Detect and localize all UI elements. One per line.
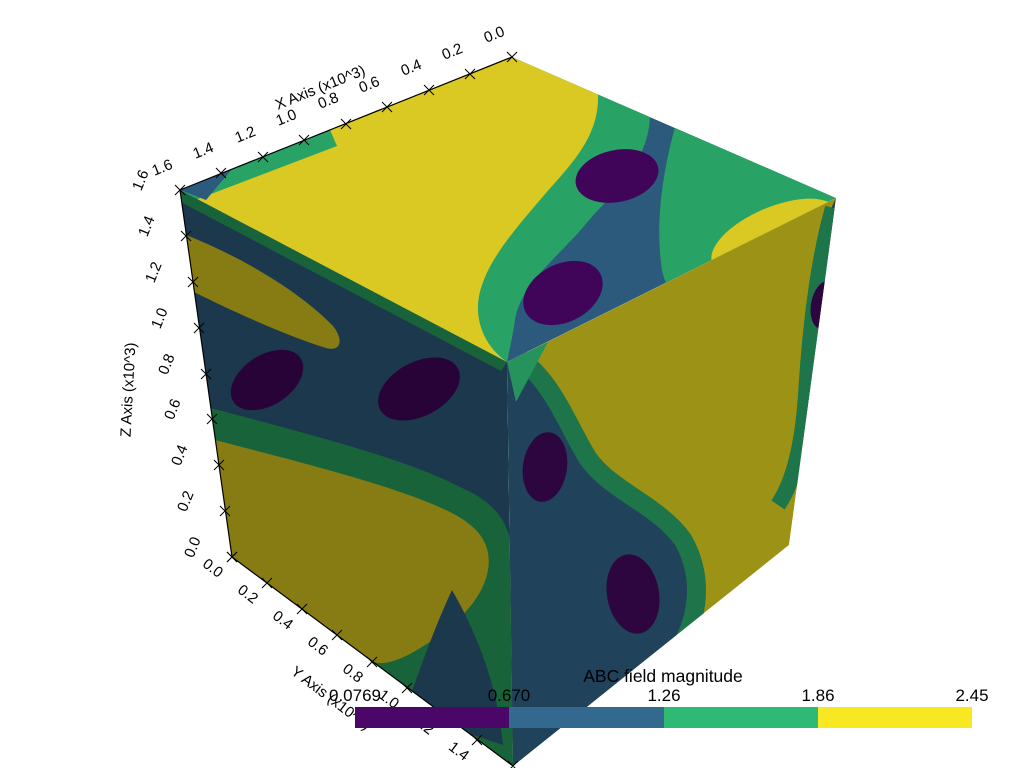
- colorbar-tick-label: 1.26: [647, 686, 680, 705]
- contour-low-blob: [575, 149, 659, 203]
- colorbar-tick-label: 2.45: [955, 686, 988, 705]
- x-tick-label: 0.0: [481, 23, 507, 47]
- z-tick-label: 0.8: [155, 351, 179, 377]
- contour-low-blob: [230, 349, 304, 411]
- colorbar-tick-label: 0.670: [488, 686, 531, 705]
- x-tick-label: 0.8: [315, 89, 341, 113]
- contour-low-blob: [523, 260, 603, 326]
- colorbar-tick-label: 0.0769: [329, 686, 381, 705]
- contour-low-blob: [378, 357, 460, 421]
- colorbar[interactable]: ABC field magnitude 0.0769 0.670 1.26 1.…: [329, 666, 989, 728]
- z-tick-label: 0.4: [168, 442, 192, 468]
- y-tick-label: 0.0: [199, 555, 226, 581]
- z-tick-label: 1.0: [148, 305, 172, 331]
- z-tick-label: 0.2: [174, 488, 198, 514]
- z-axis-title: Z Axis (x10^3): [118, 342, 140, 437]
- z-tick-label: 1.4: [135, 213, 159, 239]
- y-tick-label: 0.4: [269, 607, 296, 633]
- y-tick-label: 1.6: [480, 764, 507, 768]
- contour-low-blob: [522, 432, 568, 502]
- colorbar-band-3: [818, 707, 972, 728]
- x-tick-label: 1.0: [273, 106, 299, 130]
- z-tick-label: 1.2: [142, 259, 166, 285]
- x-tick-label: 1.6: [149, 156, 175, 180]
- x-tick-label: 0.6: [356, 73, 382, 97]
- cube-left-face: [180, 190, 513, 766]
- x-axis-tickmarks: [174, 51, 518, 196]
- x-tick-label: 0.2: [439, 40, 465, 64]
- cube-surface: [179, 56, 836, 767]
- colorbar-band-2: [664, 707, 818, 728]
- z-tick-label: 0.6: [161, 396, 185, 422]
- contour-low-blob: [606, 554, 660, 634]
- y-tick-label: 1.4: [445, 738, 472, 764]
- x-tick-label: 1.4: [190, 139, 216, 163]
- y-tick-label: 0.8: [339, 660, 366, 686]
- z-tick-label: 1.6: [129, 167, 153, 193]
- x-tick-label: 1.2: [232, 123, 258, 147]
- z-axis: 0.0 0.2 0.4 0.6 0.8 1.0 1.2 1.4 1.6 Z Ax…: [118, 167, 238, 563]
- colorbar-band-0: [355, 707, 509, 728]
- x-tick-label: 0.4: [398, 56, 424, 80]
- y-tick-label: 0.6: [304, 633, 331, 659]
- colorbar-band-1: [509, 707, 664, 728]
- cube-top-face: [180, 57, 836, 362]
- colorbar-title: ABC field magnitude: [583, 666, 743, 686]
- z-tick-label: 0.0: [181, 534, 205, 560]
- y-tick-label: 0.2: [234, 581, 261, 607]
- colorbar-tick-label: 1.86: [801, 686, 834, 705]
